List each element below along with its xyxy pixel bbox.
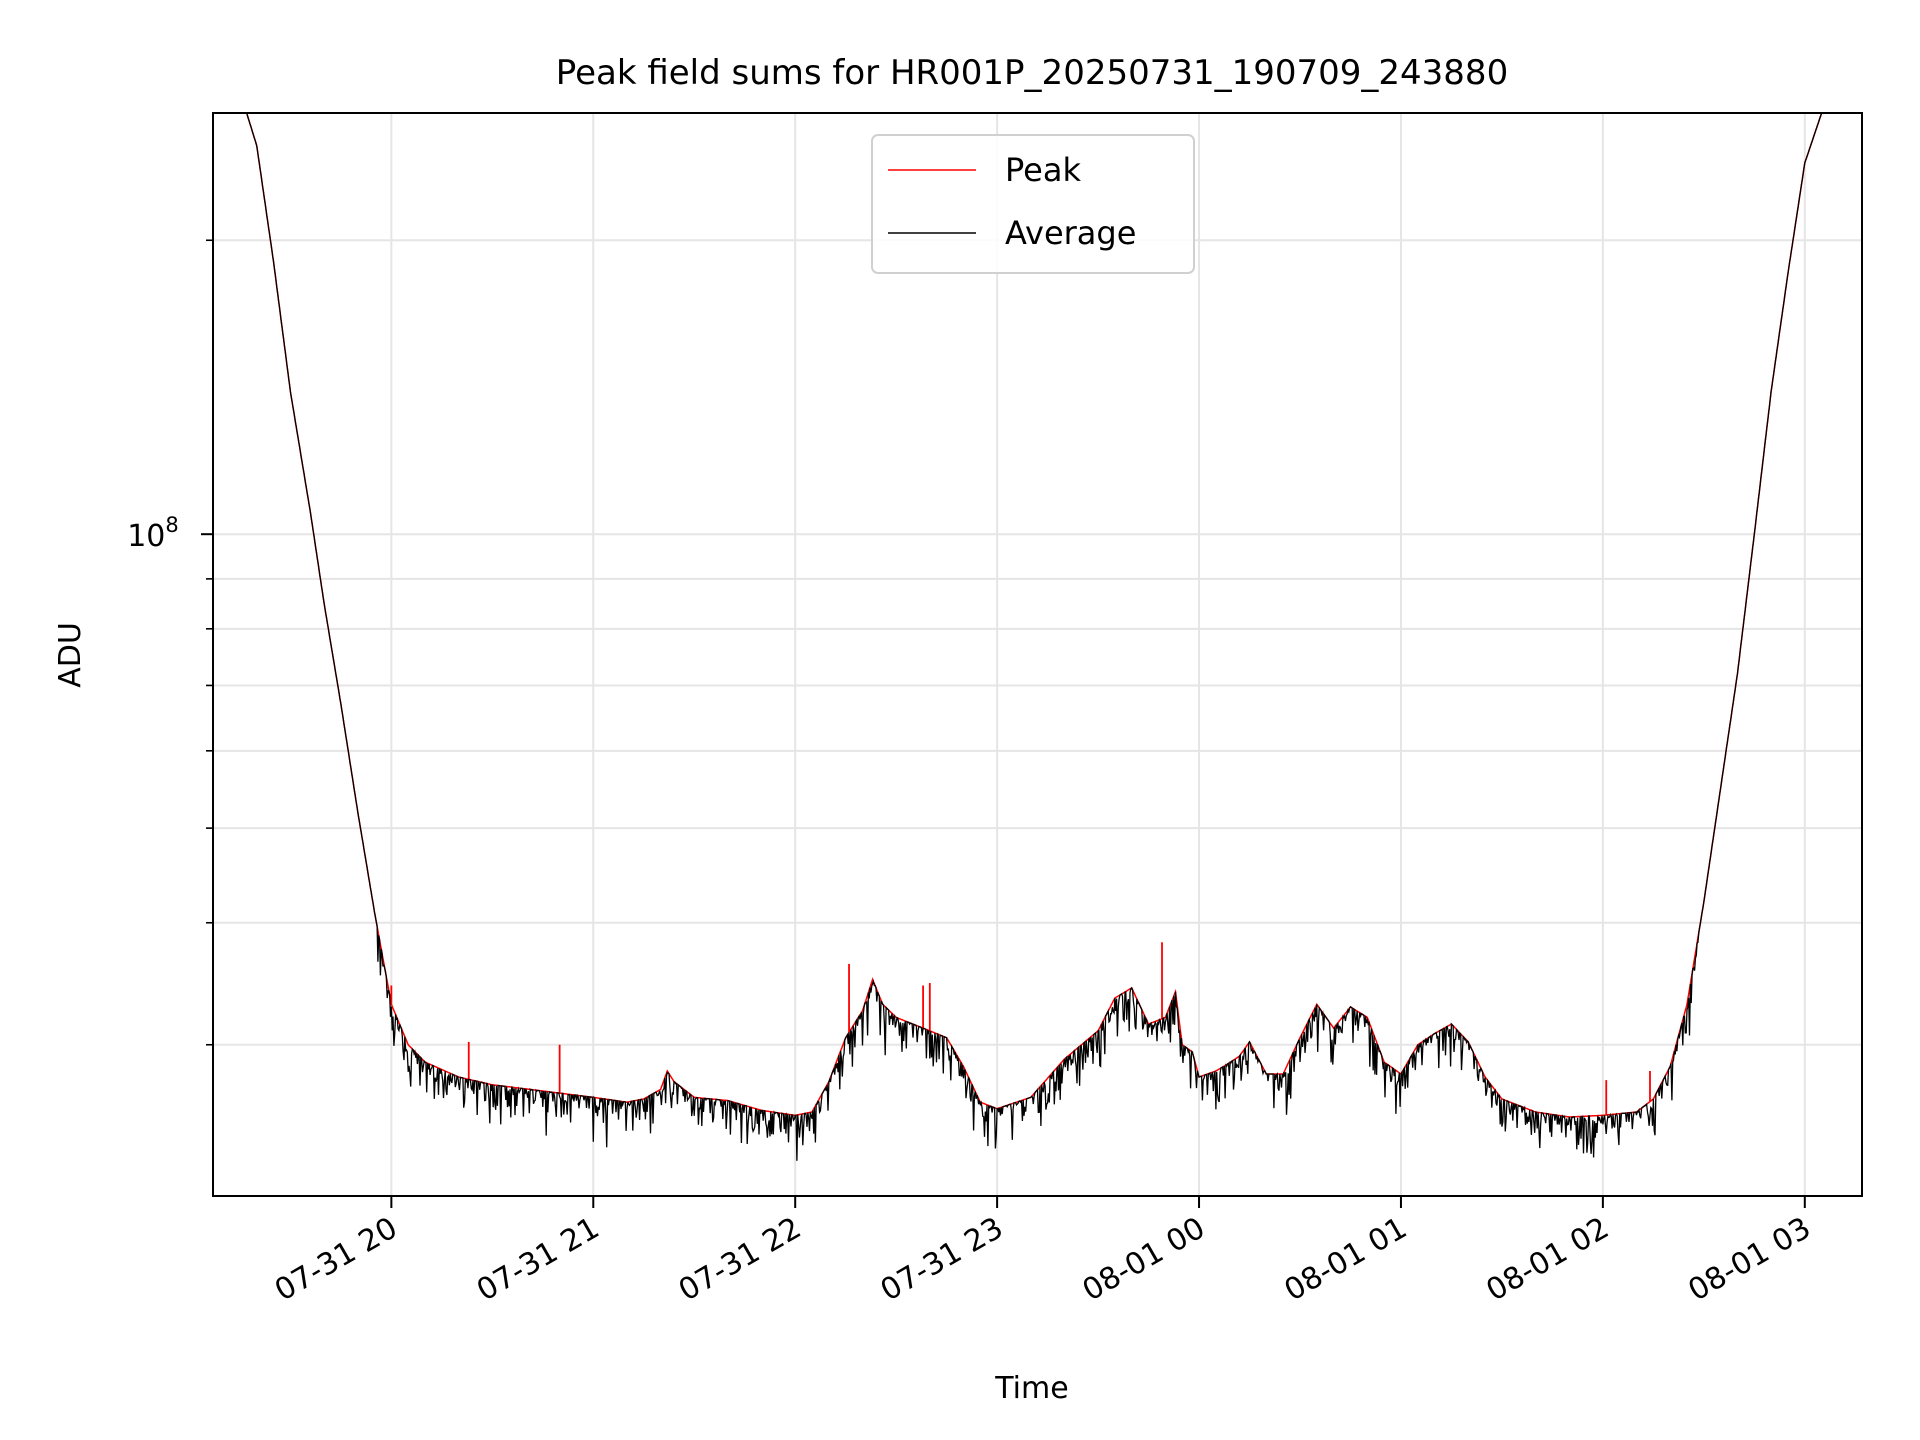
x-axis-label: Time bbox=[994, 1371, 1068, 1406]
grid-lines bbox=[213, 113, 1862, 1196]
legend-label-peak: Peak bbox=[1005, 151, 1081, 189]
y-tick-label: 108 bbox=[127, 513, 179, 554]
chart-title: Peak field sums for HR001P_20250731_1907… bbox=[556, 53, 1508, 93]
average-series-line bbox=[246, 113, 1823, 1161]
axes-frame bbox=[212, 112, 1863, 1197]
legend: Peak Average bbox=[871, 134, 1195, 274]
series-group bbox=[245, 113, 1823, 1161]
y-axis-ticks: 108 bbox=[127, 239, 213, 1046]
legend-label-average: Average bbox=[1005, 214, 1136, 252]
y-axis-label: ADU bbox=[53, 622, 88, 688]
peak-series-line bbox=[245, 113, 1823, 1118]
plot-area bbox=[245, 113, 1823, 1161]
